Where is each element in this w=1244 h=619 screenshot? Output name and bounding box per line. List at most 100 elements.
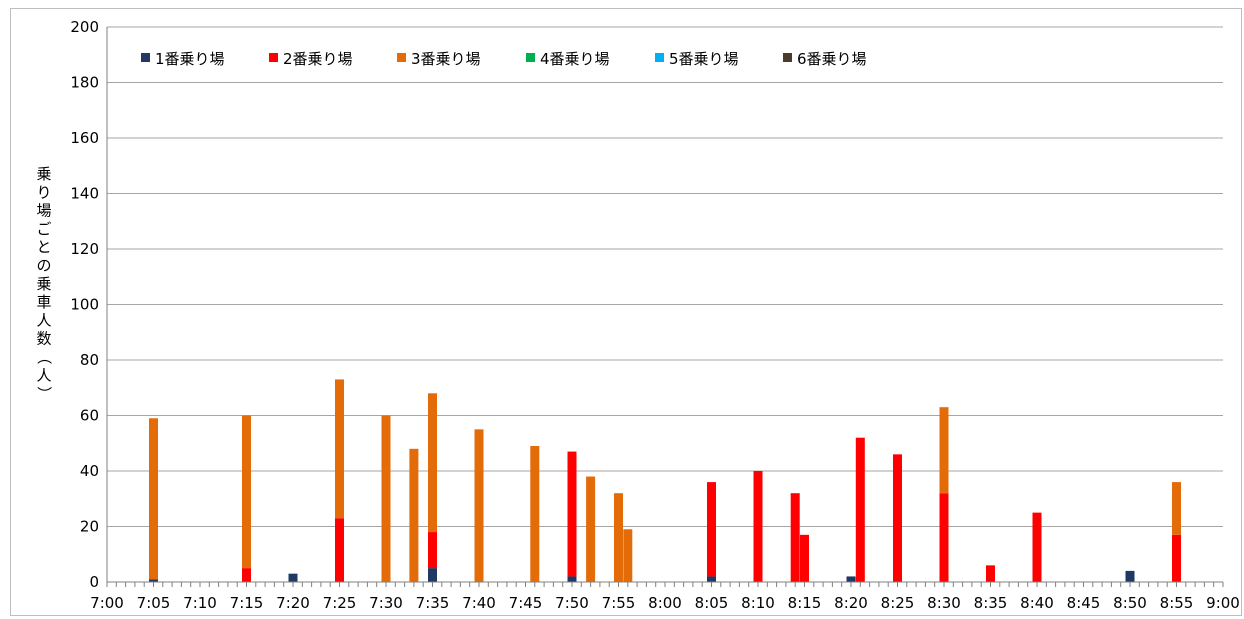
legend-label: 1番乗り場 (155, 50, 225, 68)
y-axis-label-char: （ (35, 349, 53, 364)
x-tick-label: 8:30 (927, 594, 961, 612)
x-tick-label: 7:35 (416, 594, 450, 612)
x-tick-label: 8:35 (974, 594, 1008, 612)
legend-label: 3番乗り場 (411, 50, 481, 68)
legend-swatch (783, 53, 792, 62)
x-tick-label: 7:05 (137, 594, 171, 612)
x-tick-label: 8:10 (741, 594, 775, 612)
bar-segment-3番乗り場 (614, 493, 623, 582)
y-axis-label-char: り (36, 183, 51, 201)
legend-swatch (141, 53, 150, 62)
bar-segment-3番乗り場 (381, 415, 391, 582)
legend-label: 4番乗り場 (540, 50, 610, 68)
bar-segment-1番乗り場 (1125, 570, 1135, 582)
legend-item: 2番乗り場 (269, 50, 353, 68)
y-axis-label-char: 場 (36, 202, 51, 220)
axes (106, 27, 1224, 587)
bar-segment-3番乗り場 (939, 407, 949, 494)
y-tick-label: 140 (70, 185, 99, 203)
x-tick-label: 7:20 (276, 594, 310, 612)
bar-segment-3番乗り場 (335, 379, 344, 519)
bar-segment-2番乗り場 (893, 454, 902, 582)
x-tick-label: 7:50 (555, 594, 589, 612)
x-tick-label: 7:10 (183, 594, 217, 612)
bar-segment-1番乗り場 (707, 576, 716, 582)
x-tick-label: 8:45 (1067, 594, 1101, 612)
legend: 1番乗り場 2番乗り場 3番乗り場 4番乗り場 5番乗り場 6番乗り場 (141, 50, 867, 68)
legend-item: 4番乗り場 (526, 50, 610, 68)
chart-frame: 0 20 40 60 80 100 120 140 160 180 200 7:00 7:05 7:10… (10, 8, 1242, 616)
bar-segment-3番乗り場 (586, 476, 596, 582)
bar-chart: 0 20 40 60 80 100 120 140 160 180 200 7:00 7:05 7:10… (35, 18, 1240, 612)
bar-segment-1番乗り場 (846, 576, 856, 582)
bar-segment-2番乗り場 (790, 493, 800, 582)
y-axis-label-char: ご (36, 220, 51, 238)
x-tick-label: 8:20 (834, 594, 868, 612)
bar-segment-2番乗り場 (1032, 512, 1042, 582)
y-axis-label-char: 人 (36, 311, 51, 329)
y-tick-label: 200 (70, 18, 99, 36)
y-tick-label: 0 (89, 573, 99, 591)
x-tick-label: 8:00 (648, 594, 682, 612)
bar-segment-2番乗り場 (753, 471, 763, 582)
bar-segment-2番乗り場 (939, 493, 949, 582)
y-tick-label: 20 (80, 518, 99, 536)
bar-segment-3番乗り場 (149, 418, 158, 580)
x-tick-labels: 7:00 7:05 7:10 7:15 7:20 7:25 7:30 7:35 7:40 7:45… (90, 594, 1240, 612)
x-tick-label: 8:55 (1160, 594, 1194, 612)
x-tick-label: 8:40 (1020, 594, 1054, 612)
legend-item: 6番乗り場 (783, 50, 867, 68)
bar-segment-2番乗り場 (1172, 534, 1181, 582)
bar-segment-3番乗り場 (623, 529, 633, 582)
bar-segment-2番乗り場 (855, 437, 865, 582)
y-tick-label: 100 (70, 296, 99, 314)
x-tick-label: 7:40 (462, 594, 496, 612)
legend-swatch (269, 53, 278, 62)
bar-segment-2番乗り場 (428, 532, 437, 569)
bar-segment-1番乗り場 (149, 579, 158, 582)
y-axis-label-char: 乗 (36, 275, 51, 293)
bar-segment-2番乗り場 (800, 534, 809, 582)
y-axis-label-char: の (36, 257, 51, 275)
y-axis-label-char: 数 (36, 330, 51, 348)
y-axis-label-char: と (36, 238, 51, 256)
bar-segment-3番乗り場 (1172, 482, 1181, 535)
x-tick-label: 7:15 (230, 594, 264, 612)
y-tick-labels: 0 20 40 60 80 100 120 140 160 180 200 (70, 18, 99, 591)
gridlines (107, 26, 1223, 527)
bar-segment-1番乗り場 (567, 576, 577, 582)
legend-item: 3番乗り場 (397, 50, 481, 68)
legend-label: 6番乗り場 (797, 50, 867, 68)
y-axis-label-char: 車 (36, 293, 51, 311)
bar-segment-1番乗り場 (428, 568, 437, 582)
bar-segment-3番乗り場 (474, 429, 484, 582)
y-tick-label: 180 (70, 74, 99, 92)
legend-label: 5番乗り場 (669, 50, 739, 68)
y-tick-label: 40 (80, 462, 99, 480)
legend-label: 2番乗り場 (283, 50, 353, 68)
bar-segment-3番乗り場 (242, 415, 251, 569)
bar-segment-3番乗り場 (530, 446, 540, 582)
y-axis-label-char: 乗 (36, 165, 51, 183)
legend-swatch (655, 53, 664, 62)
x-tick-label: 7:25 (323, 594, 357, 612)
x-tick-label: 7:55 (602, 594, 636, 612)
y-axis-label-char: ） (35, 386, 53, 401)
bars (149, 379, 1181, 582)
x-tick-label: 7:00 (90, 594, 124, 612)
bar-segment-1番乗り場 (288, 573, 298, 582)
x-tick-label: 7:30 (369, 594, 403, 612)
bar-segment-2番乗り場 (986, 565, 995, 582)
y-tick-label: 160 (70, 129, 99, 147)
x-tick-label: 8:25 (881, 594, 915, 612)
x-tick-label: 9:00 (1206, 594, 1240, 612)
legend-swatch (526, 53, 535, 62)
x-tick-label: 7:45 (509, 594, 543, 612)
x-tick-label: 8:15 (788, 594, 822, 612)
x-tick-label: 8:50 (1113, 594, 1147, 612)
bar-segment-2番乗り場 (707, 482, 716, 577)
bar-segment-2番乗り場 (242, 568, 251, 582)
y-tick-label: 120 (70, 240, 99, 258)
x-tick-label: 8:05 (695, 594, 729, 612)
